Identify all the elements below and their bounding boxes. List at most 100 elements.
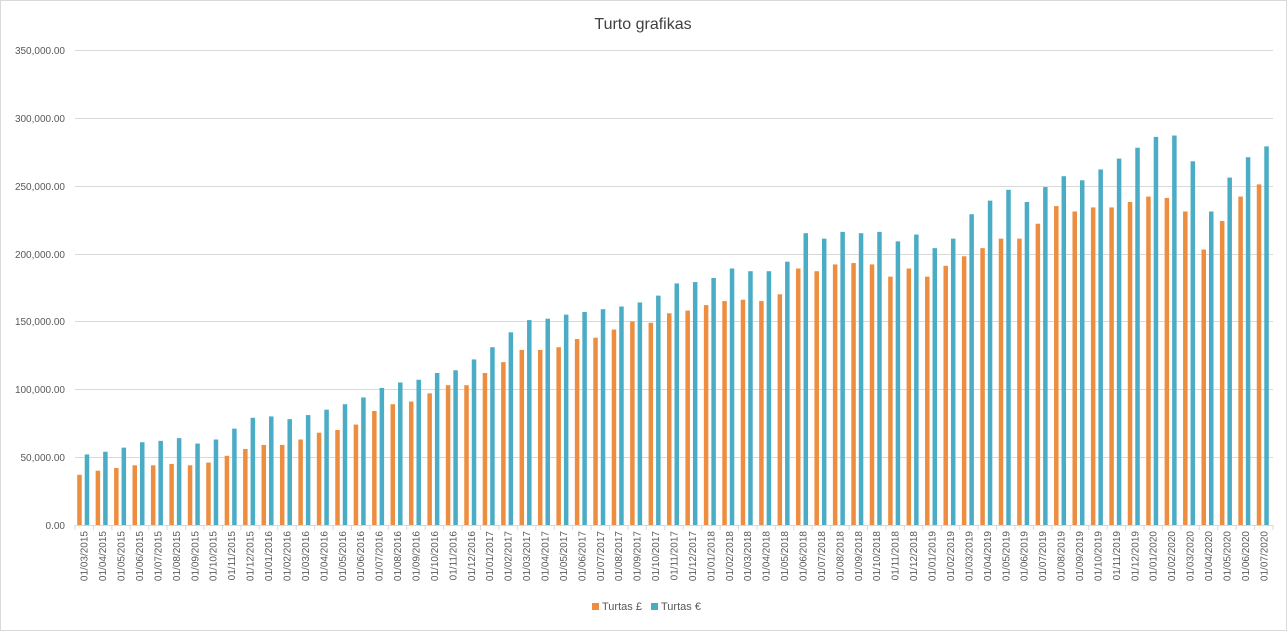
bar-gbp [1035,223,1041,525]
x-tick-label: 01/06/2015 [135,531,146,581]
bar-gbp [482,373,488,525]
x-tick-label: 01/01/2016 [264,531,275,581]
bar-eur [250,417,256,525]
x-tick-label: 01/05/2019 [1001,531,1012,581]
bar-eur [969,214,974,525]
bar-eur [176,438,182,525]
chart-title: Turto grafikas [594,16,691,33]
x-tick-label: 01/02/2019 [946,531,957,581]
bar-gbp [150,465,156,525]
bar-gbp [943,265,948,525]
bar-gbp [611,329,617,525]
x-tick-label: 01/09/2015 [190,531,201,581]
x-tick-label: 01/04/2015 [98,531,109,581]
x-tick-label: 01/07/2018 [817,531,828,581]
bar-eur [1061,176,1067,525]
bar-gbp [445,385,451,525]
bar-gbp [685,310,690,525]
legend: Turtas £ Turtas € [592,601,701,613]
bar-eur [287,419,292,525]
bar-gbp [1146,196,1151,525]
bar-gbp [961,256,967,525]
y-tick-label: 100,000.00 [15,385,65,396]
bar-gbp [722,301,727,525]
bar-eur [932,248,938,525]
bar-eur [398,382,403,525]
bar-gbp [353,424,359,525]
bar-eur [582,311,587,525]
bar-gbp [925,276,930,525]
x-tick-label: 01/12/2019 [1130,531,1141,581]
x-tick-label: 01/06/2020 [1241,531,1252,581]
x-tick-label: 01/11/2017 [670,531,681,581]
x-tick-label: 01/08/2018 [835,531,846,581]
bar-eur [600,309,606,525]
x-tick-label: 01/08/2017 [614,531,625,581]
x-tick-label: 01/11/2019 [1112,531,1123,581]
bar-gbp [1072,211,1077,525]
bar-eur [1190,161,1196,526]
y-tick-label: 250,000.00 [15,182,65,193]
bar-gbp [132,465,138,525]
x-tick-label: 01/07/2019 [1038,531,1049,581]
x-tick-label: 01/03/2018 [743,531,754,581]
x-tick-label: 01/04/2020 [1204,531,1215,581]
bar-eur [434,373,440,525]
bar-eur [840,231,845,526]
bar-gbp [114,468,119,525]
bar-gbp [814,271,819,525]
bar-gbp [408,401,414,525]
x-tick-label: 01/09/2017 [633,531,644,581]
x-tick-label: 01/06/2017 [577,531,588,581]
bar-eur [950,238,956,525]
x-tick-label: 01/05/2016 [338,531,349,581]
x-tick-label: 01/02/2018 [725,531,736,581]
bar-eur [748,271,753,525]
x-tick-label: 01/12/2016 [467,531,478,581]
bar-eur [785,261,790,525]
bar-eur [361,397,366,525]
bar-eur [803,233,809,525]
x-tick-label: 01/01/2018 [706,531,717,581]
bar-gbp [851,263,856,525]
bar-gbp [1054,206,1059,525]
y-tick-label: 150,000.00 [15,317,65,328]
bar-eur [1135,147,1140,525]
bar-gbp [1109,207,1114,525]
bar-eur [508,332,514,525]
bar-eur [1079,180,1085,526]
x-tick-label: 01/09/2019 [1075,531,1086,581]
bar-eur [821,238,827,525]
bar-eur [158,440,163,525]
bar-gbp [906,268,912,525]
bar-gbp [796,268,801,525]
bar-eur [305,415,311,525]
bar-gbp [77,474,82,525]
bar-gbp [869,264,875,525]
y-axis-tick-labels: 0.00 50,000.00 100,000.00 150,000.00 200,000… [15,46,65,532]
bar-eur [987,200,993,525]
bar-eur [858,233,864,525]
bar-eur [895,241,901,526]
x-tick-label: 01/10/2015 [209,531,220,581]
x-tick-label: 01/12/2018 [909,531,920,581]
x-tick-label: 01/10/2018 [872,531,883,581]
bar-eur [674,283,679,525]
bar-gbp [777,294,783,525]
bar-gbp [888,276,893,525]
x-tick-label: 01/12/2015 [246,531,257,581]
x-tick-label: 01/03/2017 [522,531,533,581]
bar-gbp [1017,238,1022,525]
legend-swatch-eur [651,603,658,610]
bar-gbp [501,362,506,525]
bar-eur [545,318,550,525]
x-tick-label: 01/06/2018 [799,531,810,581]
x-tick-label: 01/02/2016 [282,531,293,581]
bar-eur [656,295,661,525]
x-tick-label: 01/09/2016 [411,531,422,581]
bar-gbp [667,313,672,525]
x-tick-label: 01/09/2018 [854,531,865,581]
bar-gbp [279,444,285,525]
bar-eur [490,347,495,525]
